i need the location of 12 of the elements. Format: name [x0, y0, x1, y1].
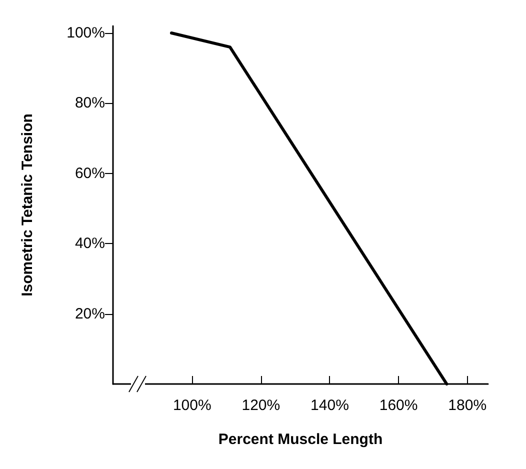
- y-tick-label: 20%: [74, 305, 105, 322]
- x-tick-label: 180%: [448, 397, 487, 414]
- y-tick-label: 80%: [74, 94, 105, 112]
- y-axis-title: Isometric Tetanic Tension: [19, 114, 36, 296]
- x-tick-label: 120%: [242, 397, 280, 414]
- y-tick-label: 100%: [66, 24, 105, 42]
- x-axis-title: Percent Muscle Length: [218, 431, 383, 448]
- x-tick-label: 160%: [379, 397, 418, 414]
- x-tick-label: 140%: [310, 397, 349, 414]
- y-tick-label: 40%: [74, 235, 105, 252]
- x-tick-label: 100%: [172, 397, 212, 414]
- y-tick-label: 60%: [74, 164, 105, 182]
